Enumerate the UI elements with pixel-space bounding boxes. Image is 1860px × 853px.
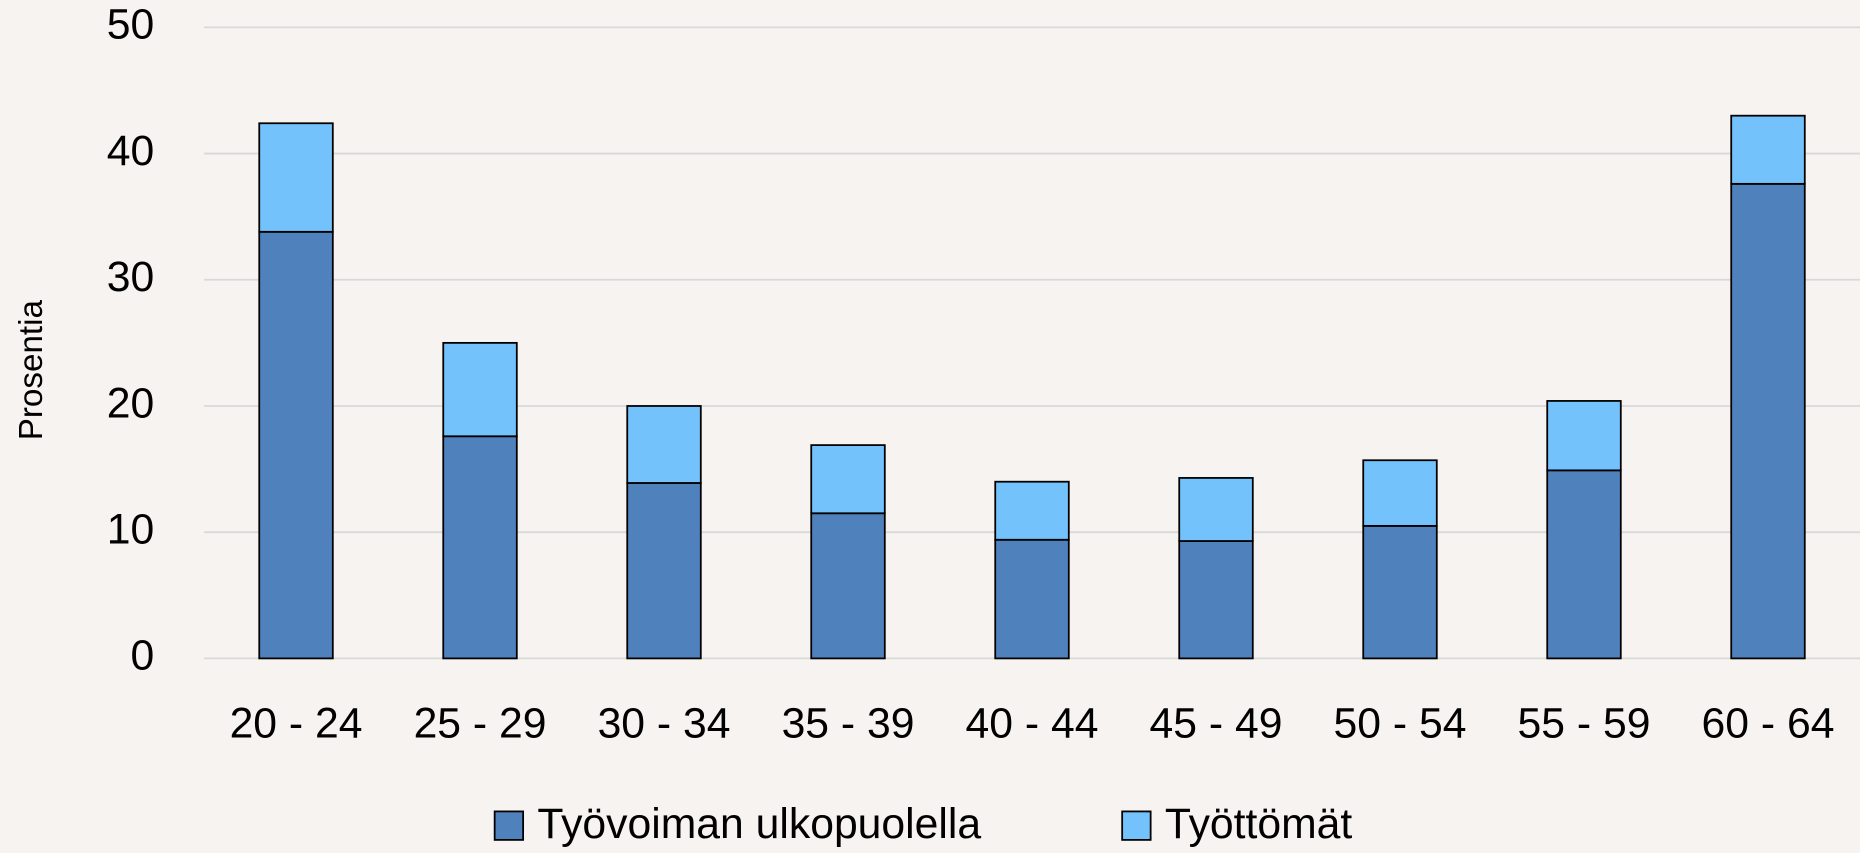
x-tick-label: 50 - 54 (1334, 699, 1467, 747)
legend-label: Työvoiman ulkopuolella (537, 800, 981, 848)
bar-segment (1178, 540, 1254, 660)
bar-segment (1546, 469, 1622, 660)
bar-segment (258, 230, 334, 660)
bar-segment (626, 482, 702, 660)
x-tick-label: 35 - 39 (782, 699, 915, 747)
y-tick-label: 50 (107, 1, 154, 49)
bar-segment (442, 435, 518, 660)
bar-segment (1546, 400, 1622, 472)
y-tick-label: 20 (107, 379, 154, 427)
x-tick-label: 20 - 24 (230, 699, 363, 747)
y-tick-label: 10 (107, 505, 154, 553)
bar-segment (626, 405, 702, 484)
bar-segment (1730, 114, 1806, 185)
bar-segment (442, 341, 518, 438)
bar-segment (994, 538, 1070, 660)
legend-swatch (493, 810, 525, 841)
x-tick-label: 25 - 29 (414, 699, 547, 747)
bar-segment (1362, 524, 1438, 660)
bar-segment (810, 512, 886, 660)
legend-swatch (1121, 810, 1152, 841)
y-tick-label: 0 (130, 632, 154, 680)
bar-segment (810, 444, 886, 515)
bar-segment (1730, 182, 1806, 660)
x-tick-label: 40 - 44 (966, 699, 1099, 747)
y-tick-label: 40 (107, 127, 154, 175)
bar-segment (258, 122, 334, 233)
x-tick-label: 30 - 34 (598, 699, 731, 747)
x-tick-label: 55 - 59 (1518, 699, 1651, 747)
bar-segment (994, 480, 1070, 541)
y-tick-label: 30 (107, 253, 154, 301)
y-axis-title: Prosentia (13, 299, 50, 440)
x-tick-label: 60 - 64 (1702, 699, 1835, 747)
x-tick-label: 45 - 49 (1150, 699, 1283, 747)
bar-segment (1362, 459, 1438, 527)
legend-label: Työttömät (1165, 800, 1353, 848)
bar-segment (1178, 477, 1254, 542)
